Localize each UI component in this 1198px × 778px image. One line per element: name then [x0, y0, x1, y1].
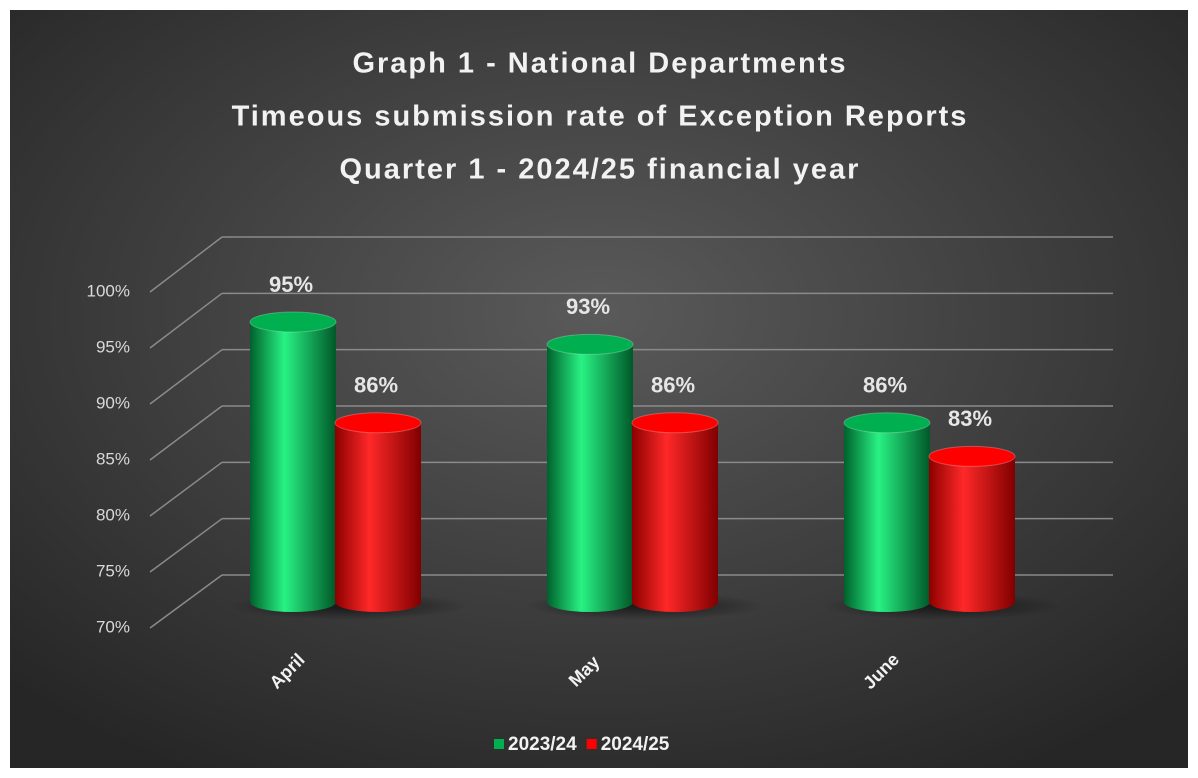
- y-tick-label: 95%: [96, 337, 130, 356]
- grid-line-side: [149, 292, 223, 349]
- bar-top: [334, 412, 422, 434]
- data-label: 86%: [651, 373, 695, 398]
- y-tick-label: 75%: [96, 561, 130, 580]
- chart-title: Graph 1 - National Departments: [352, 48, 847, 80]
- data-label: 86%: [863, 373, 907, 398]
- chart-title: Timeous submission rate of Exception Rep…: [232, 101, 969, 133]
- data-label: 86%: [354, 373, 398, 398]
- bar-top: [546, 333, 634, 355]
- bar-top: [843, 412, 931, 434]
- grid-line-side: [149, 349, 223, 405]
- legend-marker: [494, 739, 504, 749]
- bar: [335, 422, 421, 612]
- y-tick-label: 90%: [96, 393, 130, 412]
- y-tick-label: 80%: [96, 505, 130, 524]
- bar: [250, 322, 336, 612]
- legend-label: 2024/25: [601, 734, 670, 755]
- grid-line-side: [149, 574, 223, 629]
- y-tick-label: 70%: [96, 617, 130, 636]
- bar: [547, 344, 633, 612]
- legend-marker: [586, 739, 597, 749]
- bar: [844, 422, 930, 612]
- data-label: 95%: [269, 272, 313, 297]
- chart-title: Quarter 1 - 2024/25 financial year: [340, 154, 861, 186]
- y-tick-label: 100%: [87, 281, 130, 300]
- bar-top: [631, 412, 719, 434]
- legend-label: 2023/24: [508, 734, 577, 755]
- bar: [632, 422, 718, 612]
- bar: [929, 456, 1015, 612]
- grid-line-side: [149, 236, 223, 293]
- data-label: 83%: [948, 406, 992, 431]
- grid-line-side: [149, 461, 223, 517]
- y-tick-label: 85%: [96, 449, 130, 468]
- data-label: 93%: [566, 294, 610, 319]
- grid-line-side: [149, 518, 223, 573]
- grid-line-side: [149, 405, 223, 461]
- bar-top: [249, 311, 337, 333]
- bar-top: [928, 445, 1016, 467]
